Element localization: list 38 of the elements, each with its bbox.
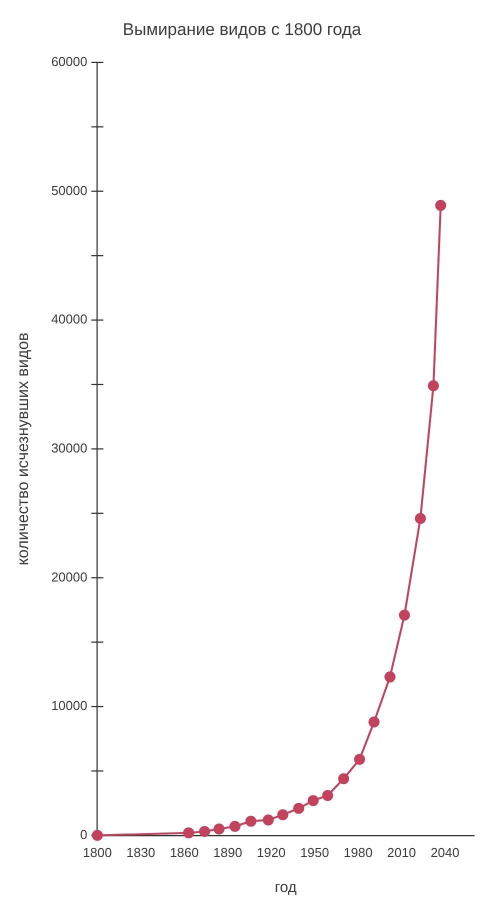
point — [293, 802, 304, 814]
point — [338, 773, 350, 784]
chart-title: Вымирание видов с 1800 года — [122, 20, 362, 39]
point — [414, 512, 426, 524]
point — [214, 823, 225, 834]
point — [245, 816, 256, 827]
point — [384, 671, 396, 682]
x-tick-label: 1950 — [300, 844, 330, 860]
x-tick-label: 1980 — [344, 844, 373, 860]
x-tick-label: 1860 — [170, 844, 199, 860]
point — [92, 830, 103, 841]
x-tick-label: 1920 — [256, 844, 286, 860]
y-tick-label: 50000 — [51, 182, 88, 198]
y-tick-label: 10000 — [51, 698, 88, 714]
point — [435, 200, 446, 211]
x-tick-label: 2040 — [430, 844, 460, 860]
point — [368, 716, 380, 728]
point — [262, 814, 274, 826]
y-tick-label: 30000 — [51, 440, 88, 456]
x-tick-label: 1890 — [213, 844, 242, 860]
y-tick-label: 60000 — [51, 54, 88, 69]
point — [199, 826, 210, 838]
y-tick-label: 0 — [80, 826, 88, 842]
point — [229, 820, 240, 832]
point — [277, 809, 288, 820]
x-tick-label: 2010 — [387, 844, 416, 860]
x-axis-title: год — [274, 879, 297, 896]
point — [398, 610, 410, 621]
x-tick-label: 1800 — [82, 844, 112, 860]
point — [183, 827, 194, 838]
y-axis-title: количество исчезнувших видов — [15, 332, 32, 566]
y-tick-label: 40000 — [51, 312, 88, 327]
point — [322, 790, 334, 801]
point — [428, 380, 439, 392]
x-tick-label: 1830 — [126, 844, 156, 860]
point — [308, 795, 319, 806]
y-tick-label: 20000 — [51, 569, 88, 584]
point — [354, 754, 366, 765]
